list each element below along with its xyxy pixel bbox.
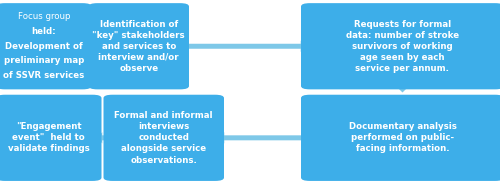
FancyBboxPatch shape: [104, 95, 224, 181]
Text: Formal and informal
interviews
conducted
alongside service
observations.: Formal and informal interviews conducted…: [114, 111, 213, 164]
Text: Documentary analysis
performed on public-
facing information.: Documentary analysis performed on public…: [348, 122, 457, 153]
FancyBboxPatch shape: [0, 95, 102, 181]
Text: Identification of
"key" stakeholders
and services to
interview and/or
observe: Identification of "key" stakeholders and…: [92, 20, 185, 73]
Text: "Engagement
event"  held to
validate findings: "Engagement event" held to validate find…: [8, 122, 89, 153]
Text: held:: held:: [32, 27, 56, 36]
Text: Development of: Development of: [5, 42, 82, 51]
Text: Requests for formal
data: number of stroke
survivors of working
age seen by each: Requests for formal data: number of stro…: [346, 20, 459, 73]
FancyBboxPatch shape: [88, 3, 189, 89]
Text: of SSVR services: of SSVR services: [3, 71, 84, 80]
FancyBboxPatch shape: [301, 95, 500, 181]
FancyBboxPatch shape: [0, 3, 92, 89]
Text: preliminary map: preliminary map: [4, 56, 84, 65]
FancyBboxPatch shape: [301, 3, 500, 89]
Text: Focus group: Focus group: [18, 12, 70, 21]
